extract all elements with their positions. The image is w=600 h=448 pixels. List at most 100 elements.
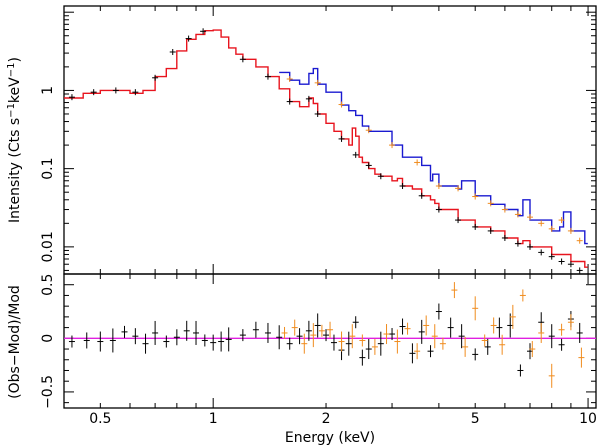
residual-point-black_data (210, 334, 217, 351)
residual-point-orange_data (404, 322, 411, 335)
residual-point-orange_data (509, 304, 516, 329)
residual-point-black_data (418, 319, 425, 344)
residual-point-orange_data (490, 317, 497, 334)
data-point-orange_data (538, 220, 545, 227)
residual-point-black_data (427, 345, 434, 358)
residual-point-orange_data (327, 321, 334, 338)
y-tick-label: 0.5 (40, 274, 56, 296)
residual-point-orange_data (310, 323, 317, 348)
residual-point-black_data (507, 313, 514, 338)
spectrum-panel: 1 0.1 0.01 (40, 5, 597, 275)
residual-point-black_data (193, 320, 200, 345)
data-point-black_data (377, 173, 384, 180)
data-point-black_data (435, 206, 442, 213)
residual-point-black_data (330, 334, 337, 351)
data-point-black_data (526, 243, 533, 250)
residual-point-black_data (264, 322, 271, 343)
residual-point-black_data (218, 331, 225, 352)
data-point-black_data (487, 227, 494, 234)
data-point-black_data (501, 234, 508, 241)
residual-point-black_data (152, 320, 159, 345)
residual-point-orange_data (529, 341, 536, 358)
residual-point-black_data (517, 364, 524, 377)
residual-point-orange_data (538, 322, 545, 343)
residual-point-orange_data (394, 329, 401, 354)
data-point-black_data (305, 95, 312, 102)
residual-point-black_data (359, 349, 366, 366)
residual-point-black_data (201, 334, 208, 347)
residual-point-orange_data (499, 334, 506, 355)
x-tick-label: 5 (471, 411, 480, 427)
residual-point-black_data (296, 328, 303, 345)
data-point-orange_data (567, 227, 574, 234)
data-point-black_data (399, 183, 406, 190)
residual-point-orange_data (472, 296, 479, 321)
residual-point-black_data (399, 318, 406, 335)
data-point-orange_data (365, 127, 372, 134)
residual-point-orange_data (519, 289, 526, 302)
residual-point-orange_data (383, 324, 390, 345)
data-point-black_data (338, 135, 345, 142)
spectrum-frame (63, 5, 597, 275)
data-point-black_data (558, 258, 565, 265)
data-point-black_data (418, 192, 425, 199)
residual-point-orange_data (462, 336, 469, 357)
data-point-orange_data (338, 101, 345, 108)
residuals-panel: 0.5 1 2 5 10 0.5 0 −0.5 (40, 273, 597, 427)
residual-point-black_data (68, 335, 75, 348)
data-point-black_data (352, 151, 359, 158)
data-point-orange_data (501, 206, 508, 213)
residual-point-black_data (183, 320, 190, 341)
model-step-line-red_model (64, 29, 588, 268)
y-tick-label: 0.1 (40, 158, 56, 180)
residual-point-black_data (472, 348, 479, 361)
data-point-orange_data (314, 79, 321, 86)
residual-point-black_data (314, 313, 321, 338)
residual-point-black_data (132, 328, 139, 345)
residual-point-orange_data (431, 324, 438, 349)
residual-point-orange_data (567, 314, 574, 331)
residual-point-orange_data (558, 323, 565, 336)
data-point-orange_data (389, 142, 396, 149)
residual-point-black_data (121, 325, 128, 338)
residual-point-black_data (323, 329, 330, 342)
x-tick-label: 0.5 (89, 411, 111, 427)
residual-point-black_data (83, 332, 90, 349)
residual-point-black_data (345, 331, 352, 356)
data-point-black_data (576, 267, 583, 274)
y-tick-label: 0.01 (40, 231, 56, 262)
data-point-black_data (132, 89, 139, 96)
data-point-black_data (152, 74, 159, 81)
model-step-line-blue_model (279, 67, 588, 245)
data-point-orange_data (514, 211, 521, 218)
data-point-black_data (112, 87, 119, 94)
data-point-orange_data (435, 183, 442, 190)
residual-point-black_data (142, 333, 149, 354)
data-point-orange_data (548, 225, 555, 232)
residual-point-orange_data (548, 363, 555, 388)
residual-point-orange_data (291, 319, 298, 336)
residual-point-black_data (109, 328, 116, 353)
residual-point-orange_data (414, 343, 421, 360)
residual-point-black_data (352, 316, 359, 329)
residual-point-orange_data (423, 315, 430, 336)
y-tick-label: −0.5 (40, 375, 56, 409)
residual-point-orange_data (578, 347, 585, 368)
residual-point-black_data (252, 321, 259, 338)
residuals-frame (63, 273, 597, 409)
data-point-black_data (286, 98, 293, 105)
residual-point-black_data (173, 329, 180, 346)
residual-point-black_data (458, 324, 465, 349)
residual-point-black_data (239, 329, 246, 342)
residual-point-black_data (163, 335, 170, 348)
residual-point-black_data (447, 317, 454, 338)
residual-point-black_data (558, 338, 565, 351)
data-point-orange_data (472, 193, 479, 200)
residual-point-black_data (377, 331, 384, 356)
x-axis-title: Energy (keV) (285, 430, 375, 446)
data-point-black_data (200, 28, 207, 35)
residual-point-black_data (286, 337, 293, 350)
data-point-black_data (538, 249, 545, 256)
residual-point-orange_data (318, 324, 325, 337)
data-point-orange_data (576, 237, 583, 244)
